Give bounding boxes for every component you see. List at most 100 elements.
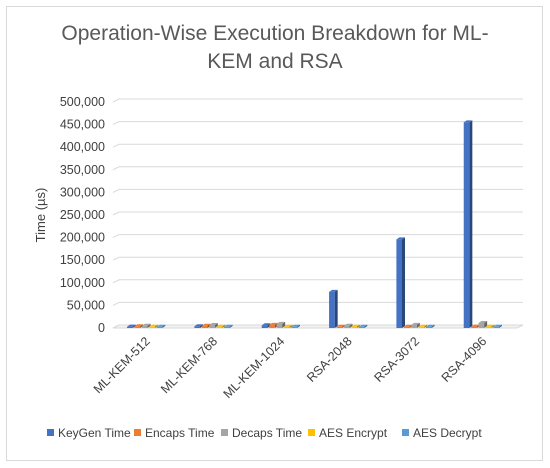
bar-side <box>431 324 435 328</box>
bar-top <box>411 322 420 325</box>
bar-front <box>156 326 163 328</box>
legend-swatch <box>308 429 315 436</box>
x-tick-label: RSA-4096 <box>439 334 490 385</box>
bar-side <box>162 324 166 328</box>
bar-front <box>351 326 357 328</box>
bar-top <box>269 322 278 325</box>
bar-top <box>201 323 211 326</box>
bar-front <box>471 326 477 328</box>
bar-front <box>127 326 133 328</box>
bar-keygen-time-rsa-4096 <box>463 120 473 328</box>
bar-side <box>424 324 428 328</box>
bar-top <box>127 324 136 327</box>
gridline-depth <box>112 211 120 216</box>
bar-side <box>402 237 405 328</box>
bar-keygen-time-ml-kem-512 <box>127 324 136 328</box>
bar-side <box>200 324 203 328</box>
y-tick-label: 0 <box>98 321 105 335</box>
bar-front <box>426 326 432 328</box>
bar-top <box>149 324 158 327</box>
bar-top <box>134 324 144 327</box>
bar-front <box>134 326 141 328</box>
legend-label: Decaps Time <box>232 426 302 440</box>
bar-top <box>141 323 151 326</box>
bar-side <box>267 323 271 328</box>
gridline-depth <box>112 121 120 126</box>
bar-aes-encrypt-ml-kem-512 <box>149 324 158 328</box>
bar-top <box>418 324 428 327</box>
bar-side <box>132 324 136 328</box>
legend-label: Encaps Time <box>145 426 215 440</box>
bar-keygen-time-ml-kem-768 <box>194 324 203 328</box>
y-tick-label: 250,000 <box>60 208 105 222</box>
legend-swatch <box>47 429 54 436</box>
bar-decaps-time-rsa-3072 <box>411 322 420 328</box>
legend-item: KeyGen Time <box>47 426 131 440</box>
gridline-depth <box>112 166 120 171</box>
legend: KeyGen Time Encaps Time Decaps Time AES Enc… <box>47 426 482 440</box>
bar-side <box>356 324 360 328</box>
bar-front <box>283 326 290 328</box>
y-axis-label: Time (µs) <box>33 188 48 243</box>
x-tick-label: RSA-3072 <box>371 334 422 385</box>
y-tick-labels: 0 50,000 100,000 150,000 200,000 250,000 300,0… <box>60 95 105 335</box>
x-tick-label: ML-KEM-1024 <box>221 334 288 401</box>
bar-side <box>222 324 226 328</box>
bars <box>127 120 502 328</box>
bar-front <box>261 325 268 328</box>
bar-front <box>463 122 470 328</box>
chart-title-line-2: KEM and RSA <box>207 50 342 73</box>
bar-aes-decrypt-rsa-2048 <box>358 324 368 328</box>
bar-side <box>289 324 293 328</box>
gridline-depth <box>112 279 120 284</box>
bar-aes-encrypt-ml-kem-1024 <box>283 324 293 328</box>
gridline-depth <box>112 98 120 103</box>
gridline-depth <box>112 234 120 239</box>
bar-top <box>358 324 368 327</box>
bar-top <box>478 321 488 324</box>
bar-keygen-time-rsa-3072 <box>396 237 405 328</box>
bar-side <box>491 324 495 328</box>
bar-top <box>485 324 495 327</box>
bar-top <box>336 324 346 327</box>
bar-top <box>209 323 218 326</box>
bar-front <box>141 325 148 328</box>
bar-front <box>149 326 155 328</box>
bar-top <box>156 324 166 327</box>
bar-side <box>469 120 473 328</box>
bar-side <box>334 289 338 328</box>
chart-title-line-1: Operation-Wise Execution Breakdown for M… <box>61 22 488 45</box>
bar-top <box>224 324 233 327</box>
bar-aes-decrypt-rsa-3072 <box>426 324 435 328</box>
bar-side <box>296 324 300 328</box>
bar-aes-decrypt-rsa-4096 <box>493 324 502 328</box>
bar-front <box>485 326 492 328</box>
chart-floor <box>112 324 524 329</box>
chart-frame <box>6 6 543 461</box>
y-tick-label: 50,000 <box>67 298 105 312</box>
bar-side <box>484 321 488 328</box>
chart-title: Operation-Wise Execution Breakdown for M… <box>61 22 488 73</box>
bar-top <box>351 324 360 327</box>
bar-side <box>214 323 218 328</box>
legend-swatch <box>221 429 228 436</box>
bar-aes-decrypt-ml-kem-512 <box>156 324 166 328</box>
bar-decaps-time-rsa-2048 <box>343 323 353 328</box>
x-tick-label: ML-KEM-768 <box>158 334 220 396</box>
bar-side <box>416 322 420 328</box>
legend-item: AES Decrypt <box>402 426 482 440</box>
bar-side <box>282 321 286 328</box>
bar-front <box>224 326 230 328</box>
bar-top <box>493 324 502 327</box>
bar-top <box>291 324 300 327</box>
bar-side <box>140 324 144 328</box>
y-tick-label: 100,000 <box>60 276 105 290</box>
bar-front <box>201 325 208 328</box>
bar-side <box>498 324 502 328</box>
bar-front <box>276 323 283 328</box>
bar-aes-encrypt-ml-kem-768 <box>216 324 226 328</box>
bar-top <box>426 324 435 327</box>
y-tick-label: 350,000 <box>60 163 105 177</box>
gridline-depth <box>112 301 120 306</box>
